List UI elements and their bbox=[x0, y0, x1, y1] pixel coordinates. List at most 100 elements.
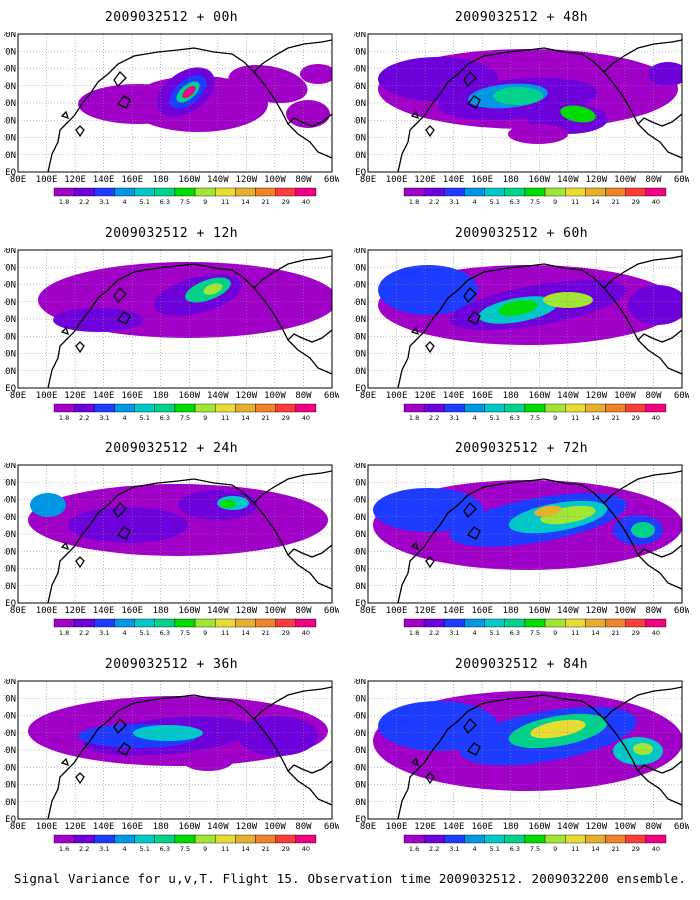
colorbar-cell bbox=[605, 187, 626, 197]
colorbar-label: 2.2 bbox=[79, 629, 89, 637]
colorbar-label: 9 bbox=[203, 629, 207, 637]
colorbar-label: 7.5 bbox=[530, 198, 540, 206]
colorbar-label: 40 bbox=[652, 629, 660, 637]
y-tick-label: 40N bbox=[354, 746, 366, 756]
x-tick-label: 160W bbox=[528, 391, 550, 401]
variance-contour bbox=[53, 308, 143, 332]
plot-frame bbox=[367, 249, 683, 389]
colorbar-label: 1.8 bbox=[59, 198, 69, 206]
variance-contour bbox=[648, 62, 682, 86]
colorbar-cell bbox=[403, 403, 425, 413]
y-tick-label: 50N bbox=[4, 513, 16, 523]
coastline bbox=[287, 113, 332, 127]
x-tick-label: 120E bbox=[64, 391, 86, 401]
x-tick-label: 120W bbox=[236, 391, 258, 401]
colorbar-cell bbox=[194, 618, 216, 628]
panel-24h: 2009032512 + 24h EQ 10N 20N 30N 40N 50N 60N 70N… bbox=[4, 441, 339, 651]
x-tick-label: 100E bbox=[386, 822, 408, 832]
coastline bbox=[527, 478, 682, 590]
panel-title: 2009032512 + 00h bbox=[104, 10, 239, 25]
x-tick-label: 100W bbox=[614, 175, 636, 185]
coastlines bbox=[397, 255, 682, 388]
colorbar-label: 7.5 bbox=[530, 845, 540, 853]
coastline bbox=[467, 526, 481, 540]
colorbar-label: 7.5 bbox=[180, 845, 190, 853]
variance-contour bbox=[633, 743, 653, 755]
y-tick-label: 10N bbox=[4, 151, 16, 161]
colorbar-cell bbox=[464, 618, 485, 628]
x-tick-label: 80E bbox=[10, 606, 26, 616]
variance-contour bbox=[220, 500, 236, 508]
coastline bbox=[637, 329, 682, 343]
y-tick-label: 60N bbox=[354, 281, 366, 291]
gridlines bbox=[18, 250, 332, 388]
colorbar-label: 1.8 bbox=[59, 629, 69, 637]
colorbar-cell bbox=[565, 187, 586, 197]
coastline bbox=[60, 326, 70, 336]
colorbar-label: 21 bbox=[261, 629, 269, 637]
y-tick-label: 50N bbox=[4, 298, 16, 308]
colorbar-cell bbox=[504, 187, 526, 197]
colorbar-label: 29 bbox=[282, 198, 290, 206]
colorbar-cell bbox=[524, 187, 546, 197]
x-tick-label: 140W bbox=[207, 606, 229, 616]
figure-caption: Signal Variance for u,v,T. Flight 15. Ob… bbox=[13, 871, 687, 886]
gridlines bbox=[368, 681, 682, 819]
x-tick-label: 180 bbox=[503, 822, 519, 832]
x-tick-label: 80W bbox=[645, 175, 662, 185]
colorbar-cell bbox=[625, 618, 647, 628]
colorbar-label: 14 bbox=[591, 845, 599, 853]
colorbar-label: 9 bbox=[553, 414, 557, 422]
colorbar-cell bbox=[73, 187, 95, 197]
colorbar-label: 1.8 bbox=[409, 629, 419, 637]
map-svg: EQ 10N 20N 30N 40N 50N 60N 70N 80N 80E 100E 120E 140… bbox=[354, 32, 689, 206]
colorbar-label: 6.3 bbox=[510, 845, 520, 853]
colorbar-label: 14 bbox=[241, 198, 249, 206]
map-60h: EQ 10N 20N 30N 40N 50N 60N 70N 80N 80E 100E 120E 140… bbox=[354, 248, 689, 438]
y-tick-label: 20N bbox=[354, 781, 366, 791]
colorbar-cell bbox=[174, 834, 196, 844]
colorbar-label: 29 bbox=[282, 629, 290, 637]
y-tick-label: 60N bbox=[4, 712, 16, 722]
y-tick-label: 40N bbox=[4, 99, 16, 109]
y-tick-label: 40N bbox=[4, 530, 16, 540]
colorbar-cell bbox=[423, 187, 445, 197]
colorbar-label: 40 bbox=[652, 845, 660, 853]
x-tick-label: 100E bbox=[386, 606, 408, 616]
y-tick-label: 80N bbox=[354, 463, 366, 471]
colorbar-label: 3.1 bbox=[99, 629, 109, 637]
panel-84h: 2009032512 + 84h EQ 10N 20N 30N 40N 50N 60N 70N… bbox=[354, 657, 689, 867]
colorbar-label: 2.2 bbox=[429, 845, 439, 853]
x-tick-label: 100W bbox=[264, 391, 286, 401]
panel-title: 2009032512 + 60h bbox=[454, 226, 589, 241]
variance-field bbox=[28, 696, 328, 771]
coastline bbox=[177, 263, 332, 375]
colorbar-label: 2.2 bbox=[79, 198, 89, 206]
colorbar-label: 1.8 bbox=[409, 414, 419, 422]
colorbar-cell bbox=[544, 187, 566, 197]
y-tick-label: EQ bbox=[5, 599, 16, 609]
coastline bbox=[467, 95, 481, 109]
colorbar-cell bbox=[625, 187, 647, 197]
x-tick-label: 100E bbox=[36, 391, 58, 401]
y-tick-label: 40N bbox=[354, 99, 366, 109]
coastline bbox=[47, 265, 179, 388]
colorbar-label: 40 bbox=[302, 845, 310, 853]
colorbar-label: 9 bbox=[553, 629, 557, 637]
colorbar-cell bbox=[295, 403, 317, 413]
x-tick-label: 120E bbox=[64, 175, 86, 185]
x-tick-label: 100W bbox=[614, 391, 636, 401]
coastline bbox=[397, 480, 529, 603]
x-tick-label: 100W bbox=[264, 175, 286, 185]
colorbar-label: 21 bbox=[611, 198, 619, 206]
colorbar-label: 21 bbox=[611, 414, 619, 422]
colorbar-label: 4 bbox=[122, 414, 126, 422]
colorbar-cell bbox=[134, 834, 155, 844]
colorbar-cell bbox=[215, 618, 236, 628]
y-tick-label: EQ bbox=[5, 168, 16, 178]
coastline bbox=[467, 311, 481, 325]
y-tick-label: 30N bbox=[4, 547, 16, 557]
panel-title: 2009032512 + 72h bbox=[454, 441, 589, 456]
map-svg: EQ 10N 20N 30N 40N 50N 60N 70N 80N 80E 100E 120E 140… bbox=[4, 248, 339, 422]
y-tick-label: 80N bbox=[354, 248, 366, 256]
